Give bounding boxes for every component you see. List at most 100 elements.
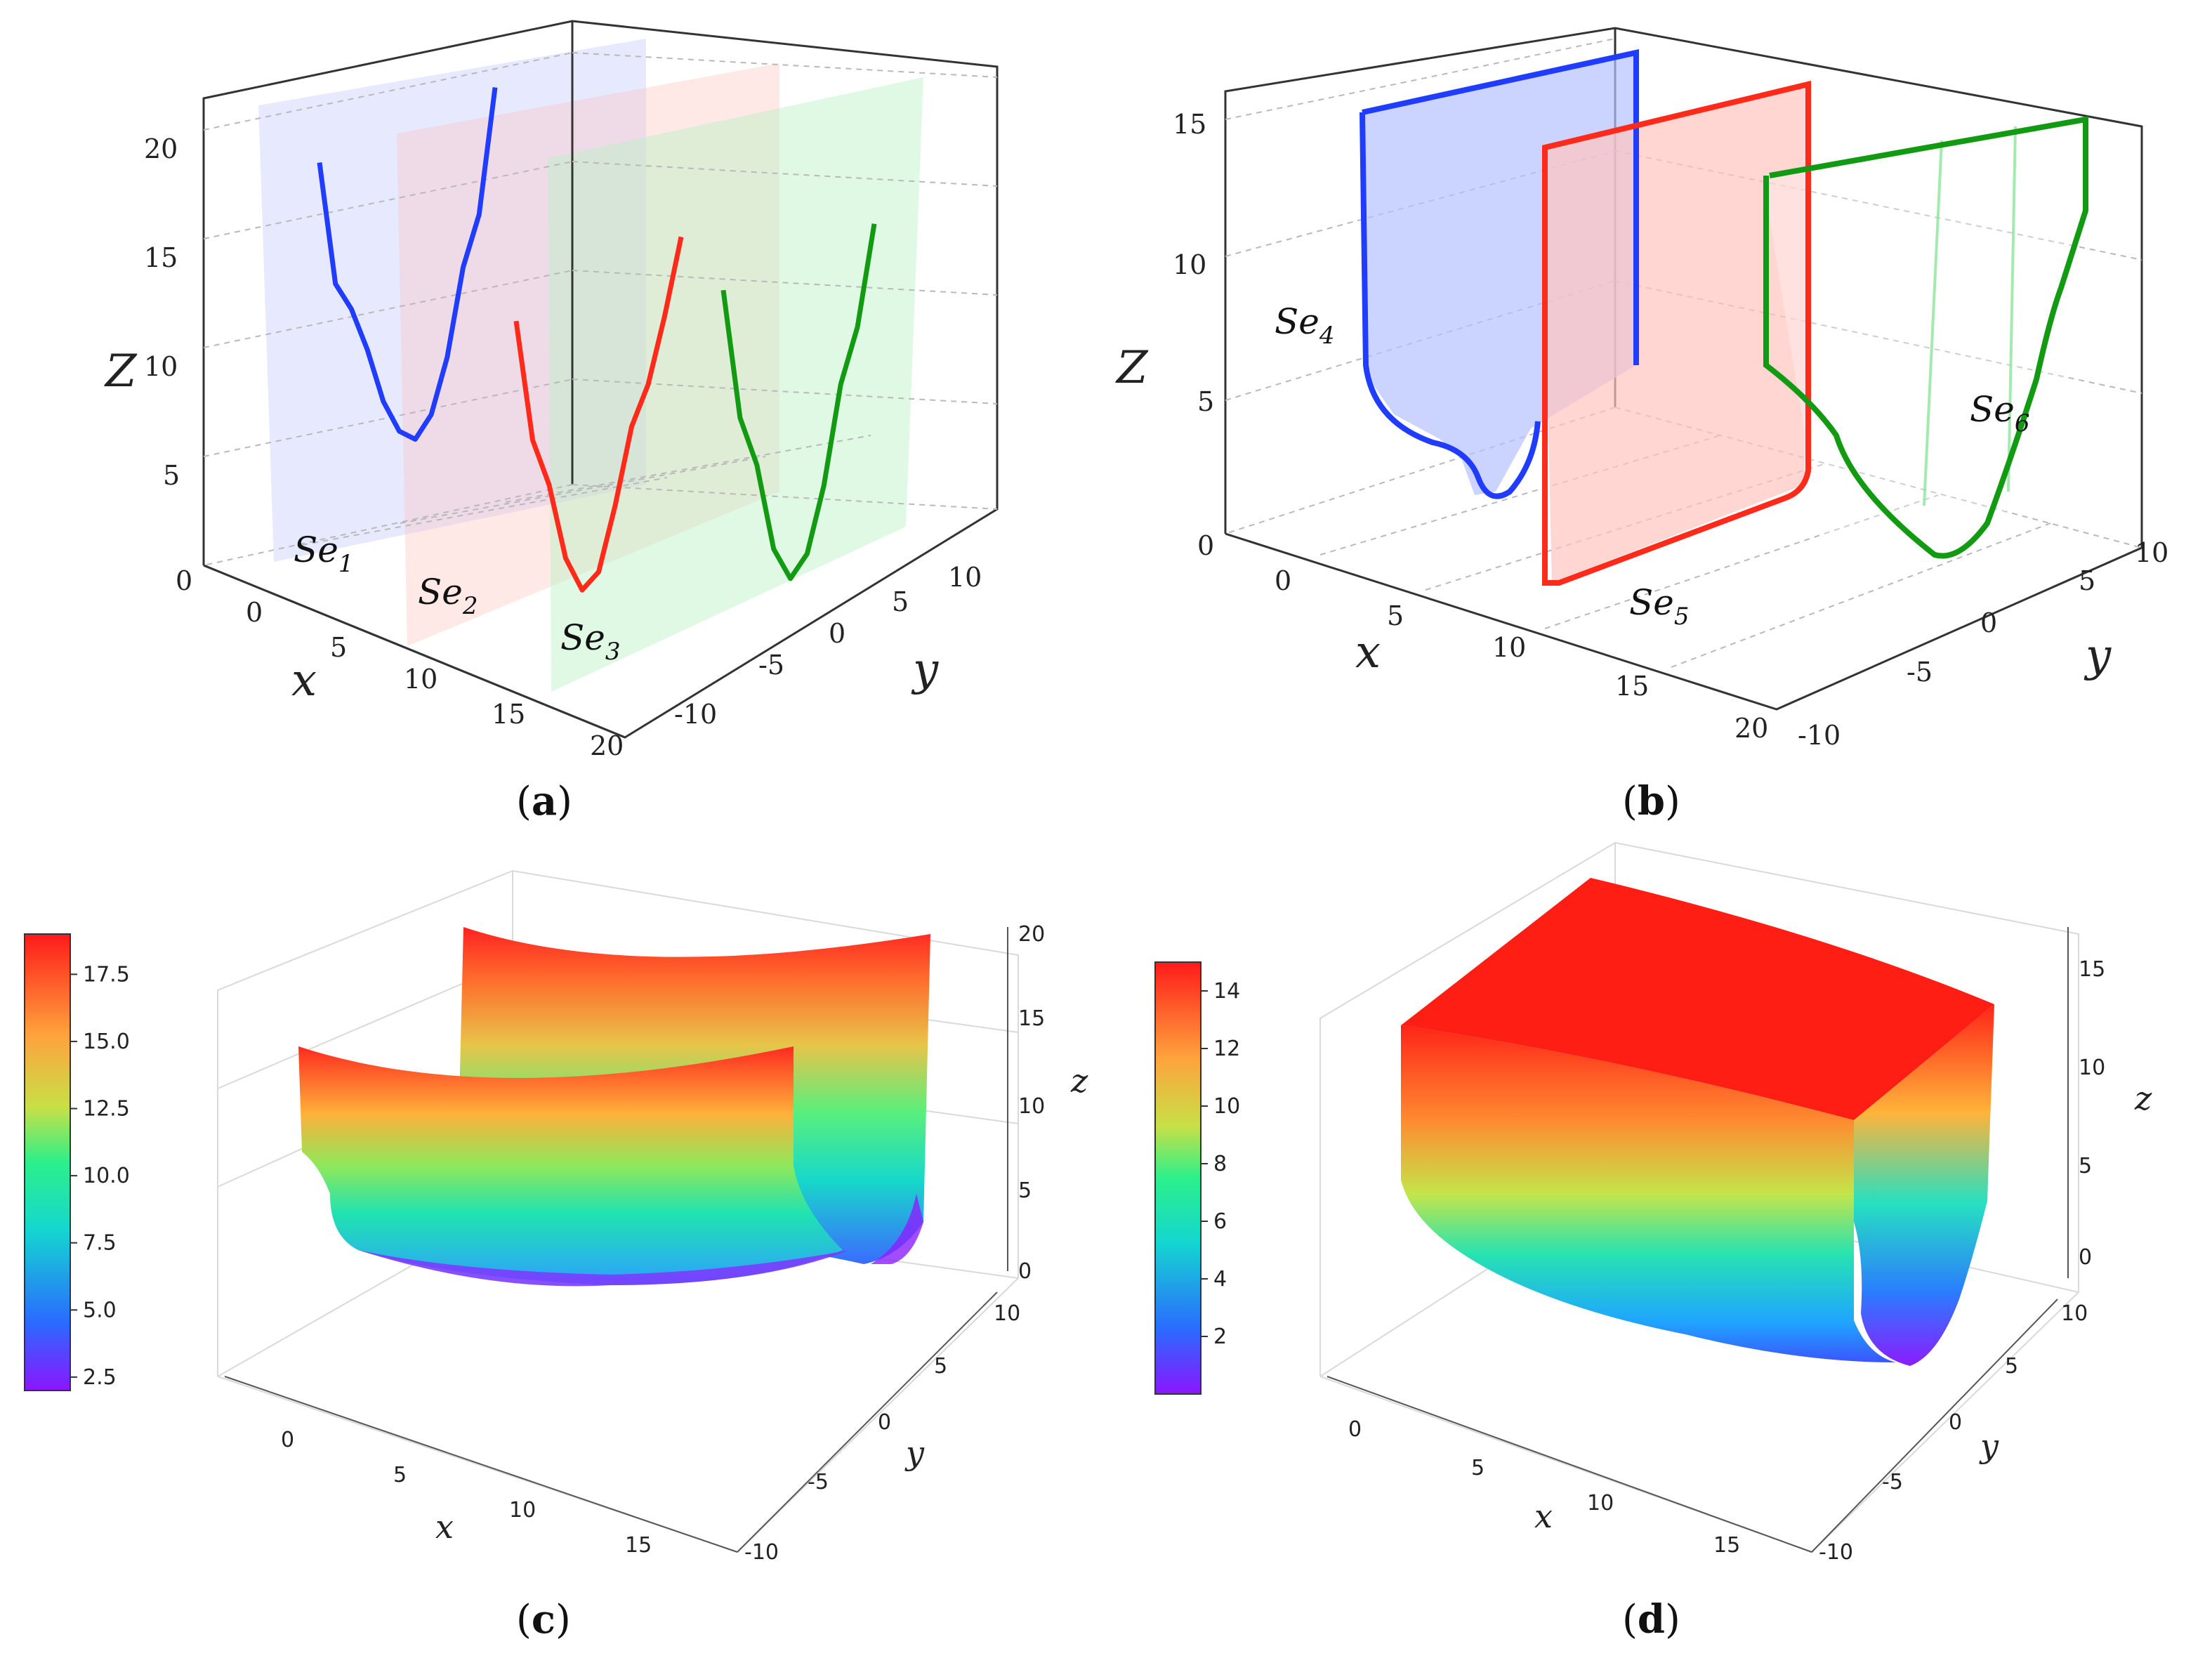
panel-a-z-tick: 5 [163,460,180,491]
panel-b-se4-label: Se4 [1275,301,1334,350]
panel-d-surface-top [1401,878,1994,1120]
panel-c-z-tick: 20 [1018,922,1045,947]
panel-a-se3-label: Se3 [560,617,620,666]
panel-c: 17.5 15.0 12.5 10.0 7.5 5.0 2.5 0 5 10 15 x 10… [24,869,1088,1643]
panel-c-colorbar-tick-label: 15.0 [83,1030,130,1054]
panel-c-colorbar-ticks: 17.5 15.0 12.5 10.0 7.5 5.0 2.5 [70,962,130,1390]
panel-c-colorbar-tick-label: 12.5 [83,1097,130,1122]
panel-b-se4-curve [1360,49,1639,499]
panel-c-y-axis [737,1291,998,1553]
panel-c-y-tick: 5 [934,1354,947,1379]
panel-c-colorbar-tick-label: 7.5 [83,1231,117,1256]
panel-d-x-tick: 0 [1348,1417,1362,1442]
panel-b-y-tick: -5 [1907,657,1933,688]
panel-b-x-tick: 15 [1615,671,1649,702]
panel-b-se6-label: Se6 [1970,389,2029,438]
panel-a-x-tick: 15 [492,699,525,730]
panel-b-x-label: x [1355,626,1381,678]
panel-b-y-tick: 10 [2135,537,2168,568]
panel-b-y-tick: 5 [2079,565,2095,596]
panel-b-z-tick: 15 [1173,109,1206,140]
panel-a-y-tick: 5 [892,586,909,617]
panel-b-x-tick: 20 [1734,713,1768,744]
panel-b-se6-curve [1763,116,2088,559]
panel-a-y-label: y [911,644,939,696]
panel-d: 14 12 10 8 6 4 2 0 5 10 15 x 10 5 0 -5 -10 y 0… [1154,841,2152,1643]
panel-a-z-tick: 20 [144,133,178,164]
panel-a-z-tick: 0 [176,565,192,596]
panel-d-z-tick: 0 [2079,1245,2092,1270]
panel-a-z-label: Z [104,346,138,397]
panel-d-x-tick: 10 [1587,1491,1614,1516]
panel-c-x-axis [224,1376,738,1553]
panel-a-y-tick: -5 [758,650,784,681]
panel-c-x-tick: 0 [281,1428,294,1452]
panel-c-colorbar [24,933,71,1391]
panel-d-colorbar-tick-label: 14 [1213,979,1240,1004]
panel-c-surface-right-side [871,1194,923,1264]
panel-d-x-axis [1326,1376,1812,1553]
panel-c-z-tick: 15 [1018,1006,1045,1031]
panel-b-x-tick: 0 [1275,565,1291,596]
panel-a-curves [317,87,877,593]
panel-c-y-label: y [904,1434,925,1472]
panel-c-y-tick: 0 [878,1410,891,1435]
panel-d-colorbar-tick-label: 6 [1213,1209,1227,1234]
panel-c-colorbar-tick-label: 10.0 [83,1164,130,1188]
panel-d-colorbar-tick-label: 8 [1213,1152,1227,1176]
panel-b-y-tick: 0 [1980,607,1997,638]
panel-a-y-tick: 0 [829,618,845,649]
panel-d-y-tick: -5 [1882,1470,1903,1494]
panel-a-z-tick: 15 [144,242,178,273]
panel-b-x-tick: 10 [1492,632,1526,663]
panel-c-y-tick: -10 [744,1540,779,1565]
panel-c-y-tick: 10 [994,1301,1020,1326]
panel-b-se6-gridline [2007,126,2017,492]
panel-a-curve-se3 [720,223,877,581]
panel-d-x-tick: 15 [1713,1533,1740,1558]
panel-a-x-tick: 0 [246,597,263,628]
panel-c-z-tick: 5 [1018,1178,1032,1203]
panel-a-plane-se2 [397,63,779,646]
panel-c-z-tick: 0 [1018,1259,1032,1284]
panel-c-x-label: x [435,1508,454,1546]
panel-a-y-tick: 10 [948,562,982,593]
panel-a-x-tick: 20 [590,730,624,761]
panel-b-z-tick: 5 [1197,386,1214,417]
panel-a-se1-label: Se1 [294,530,353,578]
panel-c-x-tick: 10 [509,1498,536,1523]
panel-c-x-tick: 15 [625,1533,652,1558]
panel-d-colorbar [1154,961,1202,1395]
panel-d-y-tick: -10 [1819,1540,1853,1565]
panel-b-se5-label: Se5 [1629,582,1689,631]
panel-d-z-label: z [2134,1079,2152,1117]
panel-d-z-tick: 10 [2079,1056,2105,1080]
panel-a: 0 5 10 15 20 Z 0 5 10 15 20 x 10 5 0 -5 … [104,20,999,824]
panel-d-colorbar-tick-label: 2 [1213,1325,1227,1349]
panel-b-z-label: Z [1115,342,1149,394]
panel-d-surface-front [1401,1025,1896,1362]
panel-a-z-tick: 10 [144,351,178,382]
panel-a-x-tick: 10 [404,664,437,695]
panel-d-y-tick: 0 [1949,1410,1962,1435]
panel-b-z-tick: 0 [1197,530,1214,561]
panel-b-se5-curve [1542,80,1811,586]
panel-c-colorbar-tick-label: 2.5 [83,1365,117,1390]
panel-c-surface-front [298,1046,843,1285]
panel-a-plane-se1 [258,39,646,562]
panel-b-z-tick: 10 [1173,249,1206,280]
panel-b-surface-se5 [1541,84,1808,583]
panel-d-z-tick: 15 [2079,957,2105,982]
panel-b-y-tick: -10 [1798,720,1841,751]
panel-c-x-tick: 5 [393,1463,407,1487]
panel-d-colorbar-tick-label: 10 [1213,1094,1240,1119]
panel-d-surface-side [1854,1004,1994,1366]
panel-c-colorbar-tick-label: 17.5 [83,962,130,987]
panel-c-caption: (c) [516,1596,571,1643]
panel-c-z-label: z [1070,1062,1088,1100]
panel-d-colorbar-ticks: 14 12 10 8 6 4 2 [1201,979,1240,1349]
panel-c-surface-bottom [358,1250,850,1287]
panel-a-x-label: x [291,655,317,706]
panel-c-colorbar-tick-label: 5.0 [83,1298,117,1322]
